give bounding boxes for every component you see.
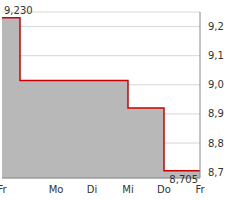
svg-text:8,7: 8,7 <box>208 167 224 178</box>
svg-text:Do: Do <box>157 184 171 195</box>
svg-text:8,9: 8,9 <box>208 108 224 119</box>
svg-text:9,0: 9,0 <box>208 79 224 90</box>
svg-text:8,8: 8,8 <box>208 138 224 149</box>
svg-text:8,705: 8,705 <box>169 174 198 185</box>
svg-text:9,1: 9,1 <box>208 50 224 61</box>
svg-text:Fr: Fr <box>0 184 7 195</box>
svg-text:Di: Di <box>87 184 97 195</box>
svg-text:Mi: Mi <box>122 184 133 195</box>
svg-text:Mo: Mo <box>49 184 64 195</box>
svg-text:9,2: 9,2 <box>208 21 224 32</box>
svg-text:Fr: Fr <box>195 184 205 195</box>
svg-text:9,230: 9,230 <box>4 5 33 16</box>
